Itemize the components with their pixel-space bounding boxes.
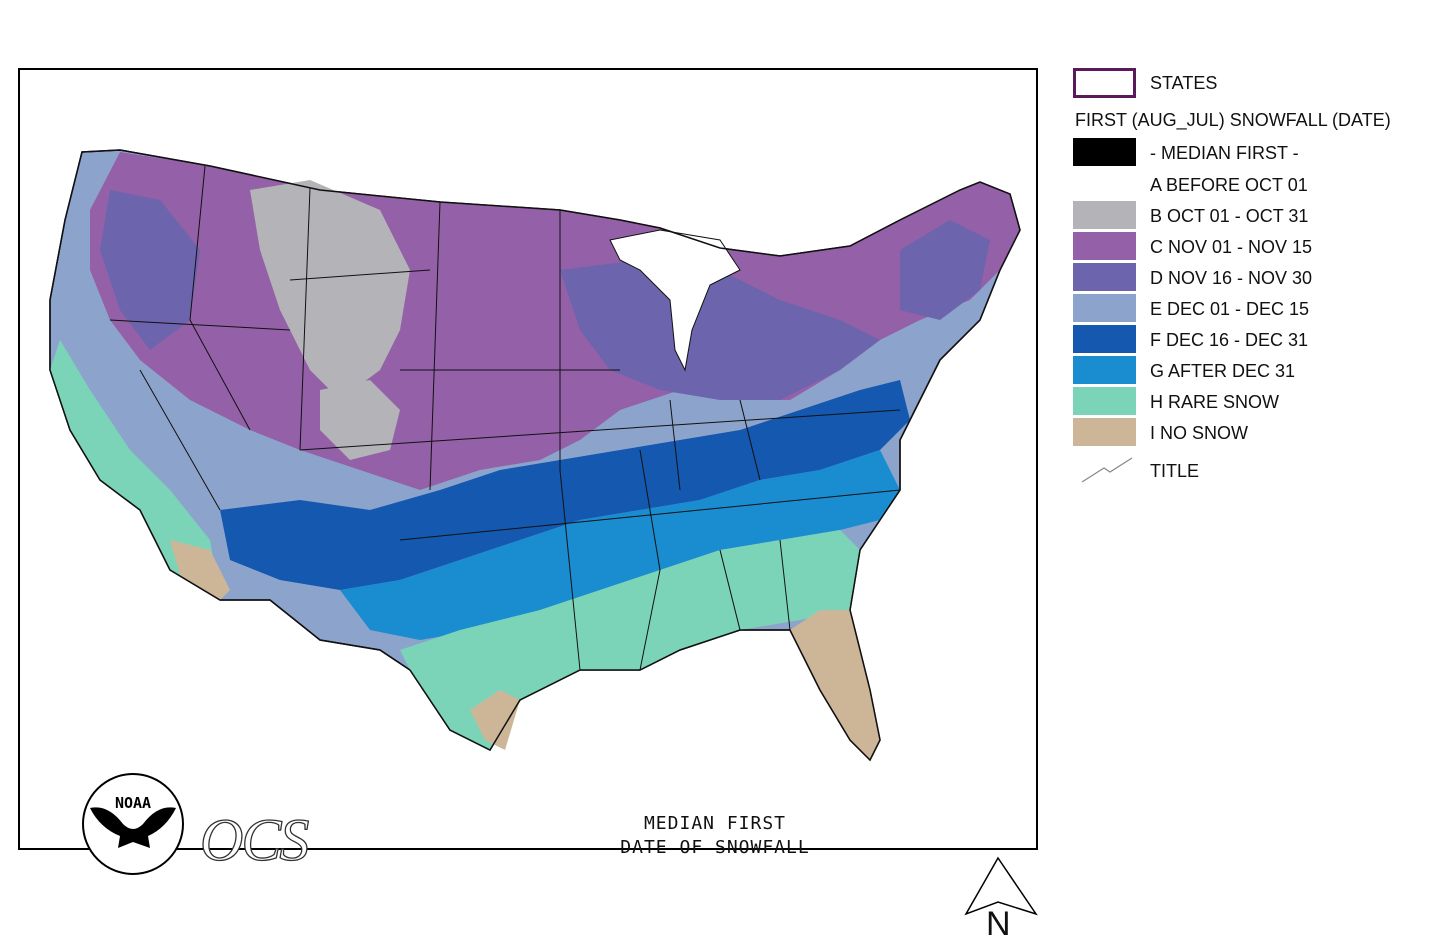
ocs-logo: OCS [199, 807, 310, 873]
north-arrow-icon [964, 856, 1038, 916]
legend-swatch [1073, 170, 1136, 198]
state-boundaries [109, 165, 901, 671]
legend-label-median: - MEDIAN FIRST - [1150, 143, 1299, 163]
legend-class-label: C NOV 01 - NOV 15 [1150, 237, 1313, 257]
legend-class-label: I NO SNOW [1150, 423, 1248, 443]
map-title-line2: DATE OF SNOWFALL [620, 837, 810, 858]
zone-h-south [400, 530, 860, 750]
great-lakes [609, 229, 741, 372]
map-title: MEDIAN FIRST DATE OF SNOWFALL [600, 812, 830, 860]
legend-class-label: E DEC 01 - DEC 15 [1150, 299, 1310, 319]
legend-swatch [1073, 294, 1136, 322]
zone-i-florida [790, 610, 880, 760]
median-swatch [1073, 138, 1136, 166]
legend-swatch [1073, 387, 1136, 415]
zone-i-socal [170, 540, 230, 600]
zone-g-band [340, 450, 900, 640]
legend-swatch [1073, 232, 1136, 260]
snowfall-map [49, 149, 1021, 762]
zone-b-rockies [250, 180, 410, 400]
zone-i-texas [470, 690, 520, 750]
map-frame: MEDIAN FIRST DATE OF SNOWFALL NOAA OCS [18, 68, 1038, 875]
legend-label-states: STATES [1150, 73, 1218, 93]
us-border [49, 149, 1021, 762]
title-line-icon [1081, 457, 1133, 483]
legend-swatch [1073, 201, 1136, 229]
legend-class-label: A BEFORE OCT 01 [1150, 175, 1308, 195]
legend-swatch [1073, 418, 1136, 446]
legend-swatch [1073, 356, 1136, 384]
zone-f-band [220, 380, 910, 590]
zone-h-california [50, 340, 220, 600]
legend-class-label: H RARE SNOW [1150, 392, 1280, 412]
legend-class-label: F DEC 16 - DEC 31 [1150, 330, 1309, 350]
zone-b-colorado [320, 380, 400, 460]
legend-heading: FIRST (AUG_JUL) SNOWFALL (DATE) [1075, 110, 1391, 130]
map-title-line1: MEDIAN FIRST [643, 813, 787, 834]
legend-class-label: D NOV 16 - NOV 30 [1150, 268, 1313, 288]
legend-swatch [1073, 325, 1136, 353]
noaa-text: NOAA [115, 794, 151, 812]
legend-class-label: G AFTER DEC 31 [1150, 361, 1296, 381]
legend-class-label: B OCT 01 - OCT 31 [1150, 206, 1309, 226]
legend-swatch [1073, 263, 1136, 291]
states-swatch [1073, 68, 1136, 98]
noaa-logo: NOAA [82, 773, 184, 875]
zone-d-west [100, 190, 200, 350]
zone-d-midwest [560, 260, 880, 400]
zone-d-northeast [900, 220, 990, 320]
legend-label-title: TITLE [1150, 461, 1200, 481]
north-label: N [986, 905, 1011, 943]
